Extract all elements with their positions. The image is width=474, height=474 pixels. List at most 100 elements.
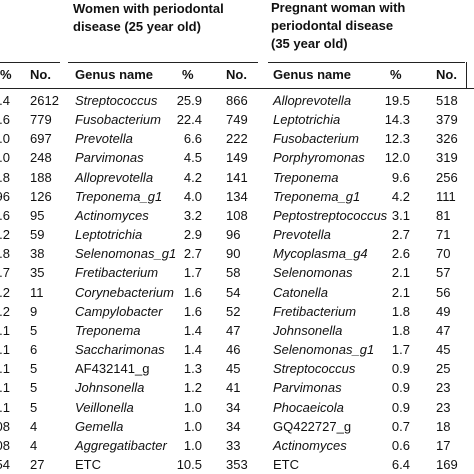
cell: 1.0 xyxy=(183,437,202,453)
cell: 23 xyxy=(436,380,451,396)
genus-name: Parvimonas xyxy=(75,150,144,166)
cell: 222 xyxy=(226,131,248,147)
cell: 2.9 xyxy=(183,227,202,243)
cell: .7 xyxy=(0,265,10,281)
cell: 23 xyxy=(436,399,451,415)
genus-name: Treponema_g1 xyxy=(273,188,361,204)
cell: 12.3 xyxy=(384,131,410,147)
cell: 33 xyxy=(226,437,241,453)
cell: 18 xyxy=(436,418,451,434)
genus-name: Treponema xyxy=(75,322,141,338)
cell: 5 xyxy=(30,399,38,415)
column-header: % xyxy=(0,67,12,82)
cell: 5 xyxy=(30,322,38,338)
cell: 141 xyxy=(226,169,248,185)
rule xyxy=(68,62,258,63)
cell: .2 xyxy=(0,303,10,319)
cell: 1.8 xyxy=(391,322,410,338)
cell: 46 xyxy=(226,342,241,358)
genus-name: Fretibacterium xyxy=(75,265,159,281)
cell: 256 xyxy=(436,169,458,185)
cell: 749 xyxy=(226,112,248,128)
group-title: Pregnant woman with xyxy=(271,0,406,15)
cell: 5 xyxy=(30,380,38,396)
cell: 11 xyxy=(30,284,44,300)
genus-name: Veillonella xyxy=(75,399,134,415)
cell: 90 xyxy=(226,246,241,262)
genus-name: Peptostreptococcus xyxy=(273,207,388,223)
cell: .1 xyxy=(0,399,10,415)
group-title: Women with periodontal xyxy=(73,1,224,16)
cell: 326 xyxy=(436,131,458,147)
cell: 35 xyxy=(30,265,45,281)
cell: .6 xyxy=(0,207,10,223)
cell: 1.8 xyxy=(391,303,410,319)
cell: 108 xyxy=(226,207,248,223)
cell: 353 xyxy=(226,457,248,473)
rule xyxy=(466,62,467,88)
cell: 59 xyxy=(30,227,45,243)
cell: 1.0 xyxy=(183,418,202,434)
genus-name: Johnsonella xyxy=(75,380,145,396)
cell: 10.5 xyxy=(176,457,202,473)
genus-name: Phocaeicola xyxy=(273,399,344,415)
cell: 17 xyxy=(436,437,451,453)
cell: 49 xyxy=(436,303,451,319)
group-title: (35 year old) xyxy=(271,36,348,51)
genus-name: Corynebacterium xyxy=(75,284,174,300)
cell: 56 xyxy=(436,284,451,300)
cell: 95 xyxy=(30,207,45,223)
cell: 5 xyxy=(30,361,38,377)
cell: 4 xyxy=(30,437,38,453)
cell: 5.6 xyxy=(0,112,10,128)
cell: 169 xyxy=(436,457,458,473)
cell: 779 xyxy=(30,112,52,128)
cell: 47 xyxy=(226,322,241,338)
cell: 4 xyxy=(30,418,38,434)
cell: 866 xyxy=(226,93,248,108)
cell: 188 xyxy=(30,169,52,185)
rule xyxy=(0,62,60,63)
genus-name: Gemella xyxy=(75,418,124,434)
group-title: periodontal disease xyxy=(271,18,394,33)
cell: 57 xyxy=(436,265,451,281)
cell: .8 xyxy=(0,246,10,262)
genus-name: Leptotrichia xyxy=(273,112,341,128)
cell: .1 xyxy=(0,361,10,377)
cell: .1 xyxy=(0,342,10,358)
cell: 1.6 xyxy=(183,284,202,300)
genus-name: GQ422727_g xyxy=(273,418,352,434)
cell: .08 xyxy=(0,437,10,453)
cell: 22.4 xyxy=(176,112,202,128)
cell: 0.9 xyxy=(391,361,410,377)
cell: 1.3 xyxy=(183,361,202,377)
cell: 126 xyxy=(30,188,52,204)
column-header: No. xyxy=(30,67,51,82)
cell: .1 xyxy=(0,380,10,396)
cell: 697 xyxy=(30,131,52,147)
cell: 96 xyxy=(226,227,241,243)
cell: 41 xyxy=(226,380,241,396)
cell: 4.2 xyxy=(391,188,410,204)
cell: 25 xyxy=(436,361,451,377)
cell: 0.6 xyxy=(391,437,410,453)
column-header: Genus name xyxy=(273,67,352,82)
genus-name: Fusobacterium xyxy=(75,112,161,128)
column-header: No. xyxy=(436,67,457,82)
cell: 52 xyxy=(226,303,241,319)
rule xyxy=(0,88,474,89)
cell: 14.3 xyxy=(384,112,410,128)
cell: 54 xyxy=(226,284,241,300)
cell: 25.9 xyxy=(176,93,202,108)
cell: 2.6 xyxy=(391,246,410,262)
cell: 81 xyxy=(436,207,451,223)
genus-name: Fretibacterium xyxy=(273,303,357,319)
cell: .08 xyxy=(0,418,10,434)
cell: 1.6 xyxy=(183,303,202,319)
genus-name: Parvimonas xyxy=(273,380,342,396)
cell: 0.9 xyxy=(391,380,410,396)
genus-name: Treponema xyxy=(273,169,339,185)
cell: 111 xyxy=(436,188,456,204)
cell: 71 xyxy=(436,227,451,243)
